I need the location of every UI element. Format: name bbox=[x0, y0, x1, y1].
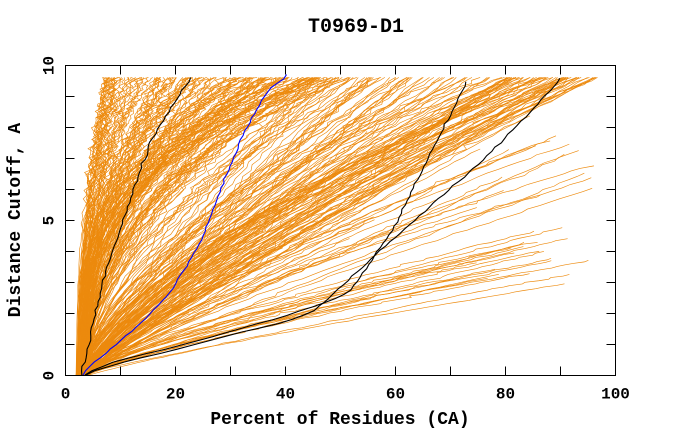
svg-text:T0969-D1: T0969-D1 bbox=[308, 16, 404, 39]
svg-text:40: 40 bbox=[276, 386, 295, 404]
svg-text:Percent of Residues (CA): Percent of Residues (CA) bbox=[210, 410, 469, 430]
svg-text:0: 0 bbox=[41, 371, 59, 381]
svg-text:100: 100 bbox=[601, 386, 630, 404]
svg-text:60: 60 bbox=[386, 386, 405, 404]
svg-text:10: 10 bbox=[41, 56, 59, 75]
svg-text:0: 0 bbox=[61, 386, 71, 404]
svg-text:Distance Cutoff, A: Distance Cutoff, A bbox=[6, 123, 26, 318]
svg-text:5: 5 bbox=[41, 216, 59, 226]
svg-text:20: 20 bbox=[166, 386, 185, 404]
svg-text:80: 80 bbox=[496, 386, 515, 404]
